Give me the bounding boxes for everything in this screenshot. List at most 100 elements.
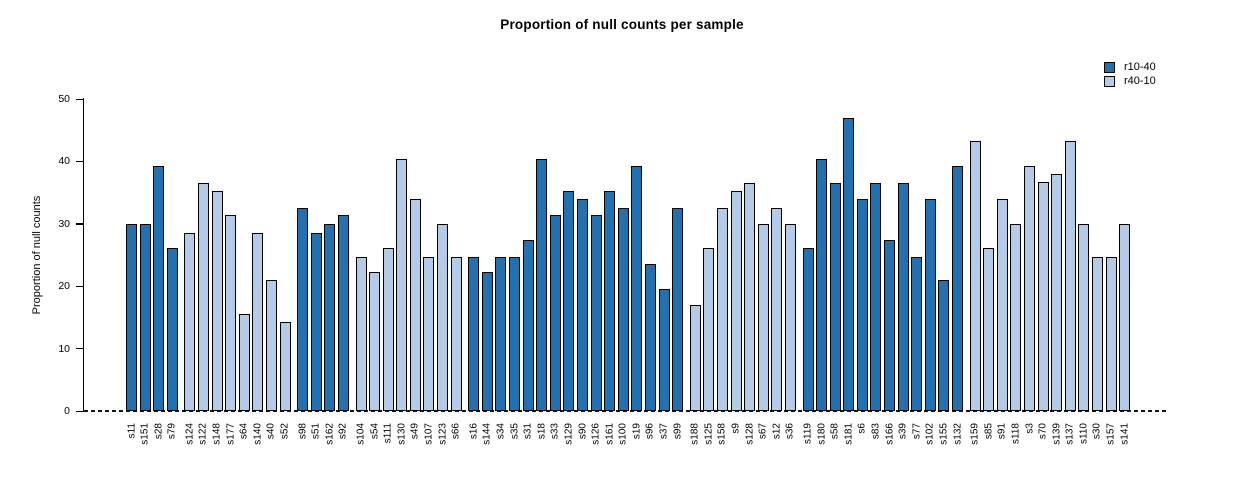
bar-cell-s79: s79 [166, 99, 178, 439]
plot-title: Proportion of null counts per sample [500, 17, 744, 32]
x-tick-label: s28 [153, 423, 165, 440]
bar-s6 [856, 198, 868, 411]
bar-cell-s64: s64 [238, 99, 250, 439]
bar-s144 [481, 272, 493, 411]
x-tick-label: s19 [631, 423, 643, 440]
bar-cell-s31: s31 [522, 99, 534, 439]
bar-cell-s6: s6 [856, 99, 868, 434]
bar-s181 [843, 118, 855, 411]
x-tick-label: s96 [644, 423, 656, 440]
bar-s12 [771, 207, 783, 411]
bar-s125 [703, 248, 715, 411]
bar-cell-s98: s98 [297, 99, 309, 439]
bar-s28 [153, 166, 165, 411]
bar-s158 [716, 207, 728, 411]
bar-cell-s122: s122 [197, 99, 209, 445]
bar-group-r10-40: s16 s144 s34 s35 s31 s18 s33 s129 s90 s126 s161 s10… [468, 99, 684, 445]
bar-cell-s180: s180 [816, 99, 828, 445]
y-tick-label: 0 [64, 405, 70, 417]
bar-cell-s125: s125 [703, 99, 715, 445]
bar-s31 [522, 240, 534, 411]
x-tick-label: s111 [382, 423, 394, 444]
x-tick-label: s166 [884, 423, 896, 445]
bar-s162 [324, 224, 336, 411]
bar-cell-s51: s51 [310, 99, 322, 439]
x-tick-label: s92 [337, 423, 349, 440]
bar-cell-s139: s139 [1051, 99, 1063, 445]
bar-s90 [577, 198, 588, 411]
bar-cell-s77: s77 [911, 99, 923, 439]
bar-cell-s162: s162 [324, 99, 336, 445]
bar-cell-s177: s177 [225, 99, 237, 445]
bar-cell-s159: s159 [969, 99, 981, 445]
bar-s110 [1078, 224, 1090, 411]
bar-s11 [126, 224, 137, 411]
bar-cell-s132: s132 [952, 99, 964, 445]
x-tick-label: s102 [924, 423, 936, 445]
bar-s51 [310, 232, 322, 411]
bar-cell-s12: s12 [771, 99, 783, 439]
x-tick-label: s85 [983, 423, 995, 440]
x-tick-label: s40 [265, 423, 277, 440]
bar-s67 [757, 224, 769, 411]
bar-cell-s157: s157 [1105, 99, 1117, 445]
bar-cell-s58: s58 [829, 99, 841, 439]
bar-cell-s35: s35 [509, 99, 521, 439]
bar-cell-s111: s111 [382, 99, 394, 443]
x-tick-label: s137 [1064, 423, 1076, 445]
bar-cell-s124: s124 [184, 99, 196, 445]
x-tick-label: s79 [166, 423, 178, 440]
y-axis-title: Proportion of null counts [31, 195, 43, 315]
x-tick-label: s151 [139, 423, 151, 445]
legend-item-r40-10: r40-10 [1104, 74, 1156, 88]
x-tick-label: s130 [396, 423, 408, 445]
bar-s18 [536, 158, 548, 411]
bar-s70 [1037, 182, 1049, 411]
bar-s91 [996, 198, 1008, 411]
bar-s77 [911, 256, 923, 411]
bar-cell-s66: s66 [450, 99, 462, 439]
bar-s52 [279, 321, 291, 411]
bar-s107 [423, 256, 435, 411]
x-tick-label: s64 [238, 423, 250, 440]
bar-s126 [590, 215, 602, 411]
bar-cell-s104: s104 [355, 99, 367, 445]
x-tick-label: s83 [870, 423, 882, 440]
x-tick-label: s144 [481, 423, 493, 445]
bar-cell-s36: s36 [784, 99, 796, 439]
x-tick-label: s36 [784, 423, 796, 440]
bar-group-r10-40: s11 s151 s28 s79 [126, 99, 178, 445]
bar-group-r40-10: s124 s122 s148 s177 s64 s140 s40 s52 [184, 99, 291, 445]
bar-s34 [495, 256, 507, 411]
bar-cell-s99: s99 [672, 99, 684, 439]
y-axis-tick [76, 285, 83, 288]
bar-group-r40-10: s188 s125 s158 s9 s128 s67 s12 s36 [689, 99, 796, 445]
x-tick-label: s129 [563, 423, 575, 445]
bar-s137 [1064, 141, 1076, 411]
x-tick-label: s39 [897, 423, 909, 440]
x-tick-label: s140 [252, 423, 264, 445]
bar-cell-s19: s19 [631, 99, 643, 439]
x-tick-label: s34 [495, 423, 507, 440]
bar-s155 [938, 279, 950, 411]
x-tick-label: s118 [1010, 423, 1022, 444]
bar-s39 [897, 183, 909, 411]
bar-cell-s16: s16 [468, 99, 480, 439]
bar-cell-s39: s39 [897, 99, 909, 439]
bar-cell-s70: s70 [1037, 99, 1049, 439]
bar-s118 [1010, 224, 1022, 411]
bar-cell-s119: s119 [802, 99, 814, 444]
bar-cell-s9: s9 [730, 99, 742, 434]
x-tick-label: s155 [938, 423, 950, 445]
bar-s100 [617, 207, 629, 411]
bar-cell-s96: s96 [644, 99, 656, 439]
x-tick-label: s52 [279, 423, 291, 440]
x-tick-label: s104 [355, 423, 367, 445]
x-tick-label: s139 [1051, 423, 1063, 445]
bar-s16 [468, 256, 480, 411]
bar-cell-s52: s52 [279, 99, 291, 439]
bar-s64 [238, 314, 250, 411]
x-tick-label: s67 [757, 423, 769, 440]
bar-cell-s128: s128 [744, 99, 756, 445]
bar-cell-s33: s33 [549, 99, 561, 439]
